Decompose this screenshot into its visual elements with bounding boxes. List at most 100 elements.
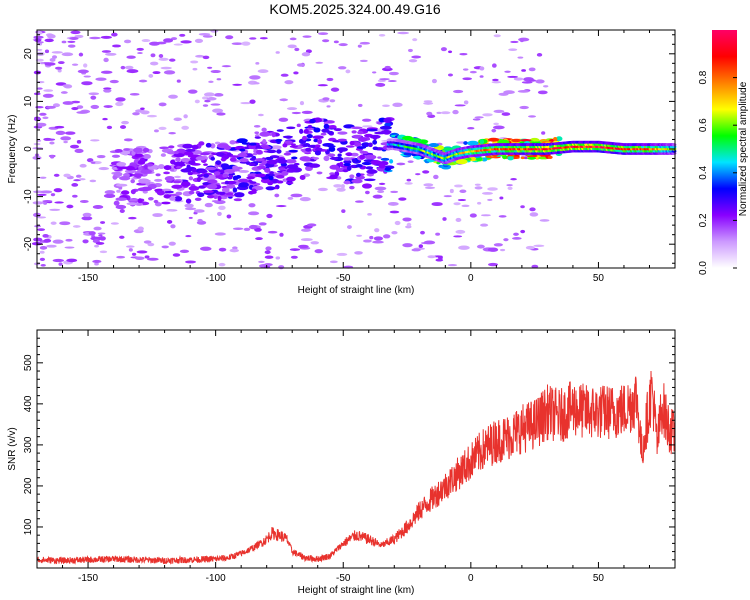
spectrogram-noise-blob	[34, 38, 42, 42]
spectrogram-noise-blob	[163, 38, 174, 43]
spectrogram-noise-blob	[510, 40, 519, 44]
spectrogram-noise-blob	[136, 250, 148, 254]
spectrogram-noise-blob	[180, 40, 192, 44]
spectrogram-noise-blob	[247, 211, 260, 216]
spectrogram-noise-blob	[168, 241, 176, 246]
spectrogram-signal-blob	[366, 128, 378, 132]
spectrogram-noise-blob	[423, 100, 433, 103]
spectrogram-noise-blob	[173, 117, 182, 122]
colorbar-gradient	[712, 30, 737, 268]
spectrogram-noise-blob	[202, 35, 213, 38]
spectrogram-signal-blob	[225, 192, 234, 196]
spectrogram-noise-blob	[232, 83, 243, 86]
spectrogram-signal-blob	[271, 131, 276, 138]
spectrogram-noise-blob	[59, 221, 71, 226]
spectrogram-noise-blob	[293, 71, 299, 75]
spectrogram-signal-blob	[507, 156, 514, 161]
spectrogram-noise-blob	[150, 53, 156, 58]
spectrogram-noise-blob	[43, 89, 54, 92]
colorbar-tick-label: 0.6	[698, 118, 709, 132]
spectrogram-noise-blob	[214, 141, 221, 145]
spectrogram-noise-blob	[221, 65, 232, 68]
spectrogram-noise-blob	[420, 230, 425, 235]
spectrogram-noise-blob	[140, 107, 145, 111]
spectrogram-xlabel: Height of straight line (km)	[298, 285, 415, 296]
spectrogram-signal-blob	[267, 159, 278, 165]
spectrogram-noise-blob	[521, 81, 533, 84]
spectrogram-signal-blob	[364, 154, 377, 160]
spectrogram-noise-blob	[487, 262, 499, 267]
spectrogram-noise-blob	[279, 232, 284, 237]
spectrogram-noise-blob	[39, 112, 47, 116]
colorbar-tick-label: 0.2	[698, 213, 709, 227]
spectrogram-noise-blob	[423, 183, 434, 187]
spectrogram-noise-blob	[83, 63, 88, 68]
spectrogram-noise-blob	[183, 114, 188, 119]
spectrogram-noise-blob	[166, 219, 173, 224]
spectrogram-noise-blob	[533, 244, 545, 248]
spectrogram-noise-blob	[137, 226, 144, 231]
spectrogram-signal-blob	[368, 142, 373, 148]
spectrogram-signal-blob	[337, 153, 342, 157]
spectrogram-noise-blob	[72, 225, 81, 228]
spectrogram-noise-blob	[289, 37, 297, 41]
spectrogram-signal-blob	[248, 142, 257, 146]
spectrogram-signal-blob	[350, 126, 363, 130]
spectrogram-noise-blob	[146, 114, 158, 118]
spectrogram-noise-blob	[195, 54, 205, 58]
spectrogram-noise-blob	[377, 190, 385, 194]
spectrogram-noise-blob	[442, 217, 447, 221]
spectrogram-noise-blob	[98, 166, 110, 171]
spectrogram-noise-blob	[337, 66, 347, 70]
spectrogram-signal-blob	[553, 137, 558, 142]
spectrogram-noise-blob	[77, 69, 89, 74]
spectrogram-noise-blob	[42, 200, 53, 203]
spectrogram-noise-blob	[50, 221, 57, 225]
spectrogram-signal-blob	[255, 158, 265, 162]
spectrogram-signal-blob	[276, 180, 284, 184]
spectrogram-signal-blob	[198, 169, 208, 174]
spectrogram-xtick-label: 0	[468, 273, 474, 284]
spectrogram-signal-blob	[380, 129, 392, 135]
spectrogram-noise-blob	[422, 170, 430, 174]
spectrogram-noise-blob	[176, 79, 181, 83]
spectrogram-noise-blob	[249, 99, 256, 104]
spectrogram-noise-blob	[60, 91, 68, 94]
spectrogram-noise-blob	[411, 248, 421, 252]
spectrogram-noise-blob	[513, 232, 519, 236]
spectrogram-noise-blob	[504, 70, 511, 73]
spectrogram-noise-blob	[257, 69, 269, 74]
spectrogram-noise-blob	[35, 122, 47, 127]
spectrogram-noise-blob	[93, 226, 102, 231]
spectrogram-noise-blob	[307, 223, 317, 227]
spectrogram-signal-blob	[351, 178, 363, 184]
spectrogram-noise-blob	[37, 193, 47, 196]
spectrogram-noise-blob	[408, 59, 418, 63]
spectrogram-noise-blob	[454, 104, 466, 107]
spectrogram-noise-blob	[232, 227, 244, 230]
spectrogram-noise-blob	[101, 50, 112, 53]
spectrogram-noise-blob	[69, 37, 79, 40]
spectrogram-noise-blob	[493, 122, 499, 126]
spectrogram-signal-blob	[329, 164, 340, 170]
spectrogram-noise-blob	[71, 63, 79, 66]
spectrogram-signal-blob	[180, 158, 191, 163]
spectrogram-noise-blob	[543, 85, 549, 88]
spectrogram-signal-blob	[349, 174, 355, 179]
spectrogram-signal-blob	[286, 126, 296, 130]
spectrogram-signal-blob	[283, 152, 292, 156]
spectrogram-signal-blob	[236, 138, 248, 144]
spectrogram-noise-blob	[243, 227, 251, 231]
spectrogram-noise-blob	[294, 47, 300, 52]
spectrogram-signal-blob	[520, 139, 532, 142]
spectrogram-noise-blob	[317, 32, 329, 35]
spectrogram-noise-blob	[390, 190, 399, 194]
spectrogram-noise-blob	[355, 200, 364, 203]
spectrogram-signal-blob	[286, 164, 299, 169]
spectrogram-noise-blob	[64, 131, 76, 135]
spectrogram-signal-blob	[241, 142, 249, 145]
spectrogram-signal-blob	[357, 130, 364, 135]
spectrogram-noise-blob	[166, 208, 174, 212]
spectrogram-noise-blob	[192, 67, 198, 71]
spectrogram-noise-blob	[423, 240, 436, 245]
